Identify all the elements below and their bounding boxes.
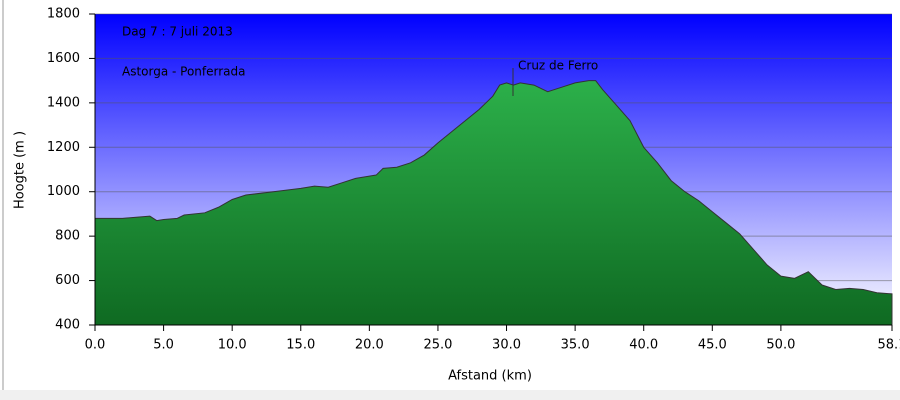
annotation: Cruz de Ferro <box>518 59 598 73</box>
footer-strip <box>0 390 900 400</box>
x-tick-label: 40.0 <box>629 338 658 353</box>
x-tick-label: 58.1 <box>878 338 900 353</box>
x-tick-label: 0.0 <box>85 338 106 353</box>
x-tick-label: 5.0 <box>153 338 174 353</box>
x-tick-label: 45.0 <box>698 338 727 353</box>
y-tick-label: 600 <box>55 273 80 288</box>
y-axis-label: Hoogte (m ) <box>13 131 28 209</box>
x-tick-label: 50.0 <box>766 338 795 353</box>
annotation: Dag 7 : 7 juli 2013 <box>122 25 233 39</box>
x-tick-label: 30.0 <box>492 338 521 353</box>
y-tick-label: 1200 <box>47 140 80 155</box>
y-tick-label: 800 <box>55 229 80 244</box>
y-tick-label: 1800 <box>47 7 80 22</box>
y-tick-label: 1400 <box>47 95 80 110</box>
x-axis-label: Afstand (km) <box>448 369 532 384</box>
marks <box>94 80 893 326</box>
x-tick-label: 35.0 <box>561 338 590 353</box>
y-tick-label: 1000 <box>47 184 80 199</box>
y-tick-label: 400 <box>55 318 80 333</box>
annotation: Astorga - Ponferrada <box>122 65 246 79</box>
area <box>94 80 893 326</box>
x-tick-label: 10.0 <box>218 338 247 353</box>
x-tick-label: 15.0 <box>286 338 315 353</box>
x-tick-label: 25.0 <box>423 338 452 353</box>
y-tick-label: 1600 <box>47 51 80 66</box>
x-tick-label: 20.0 <box>355 338 384 353</box>
